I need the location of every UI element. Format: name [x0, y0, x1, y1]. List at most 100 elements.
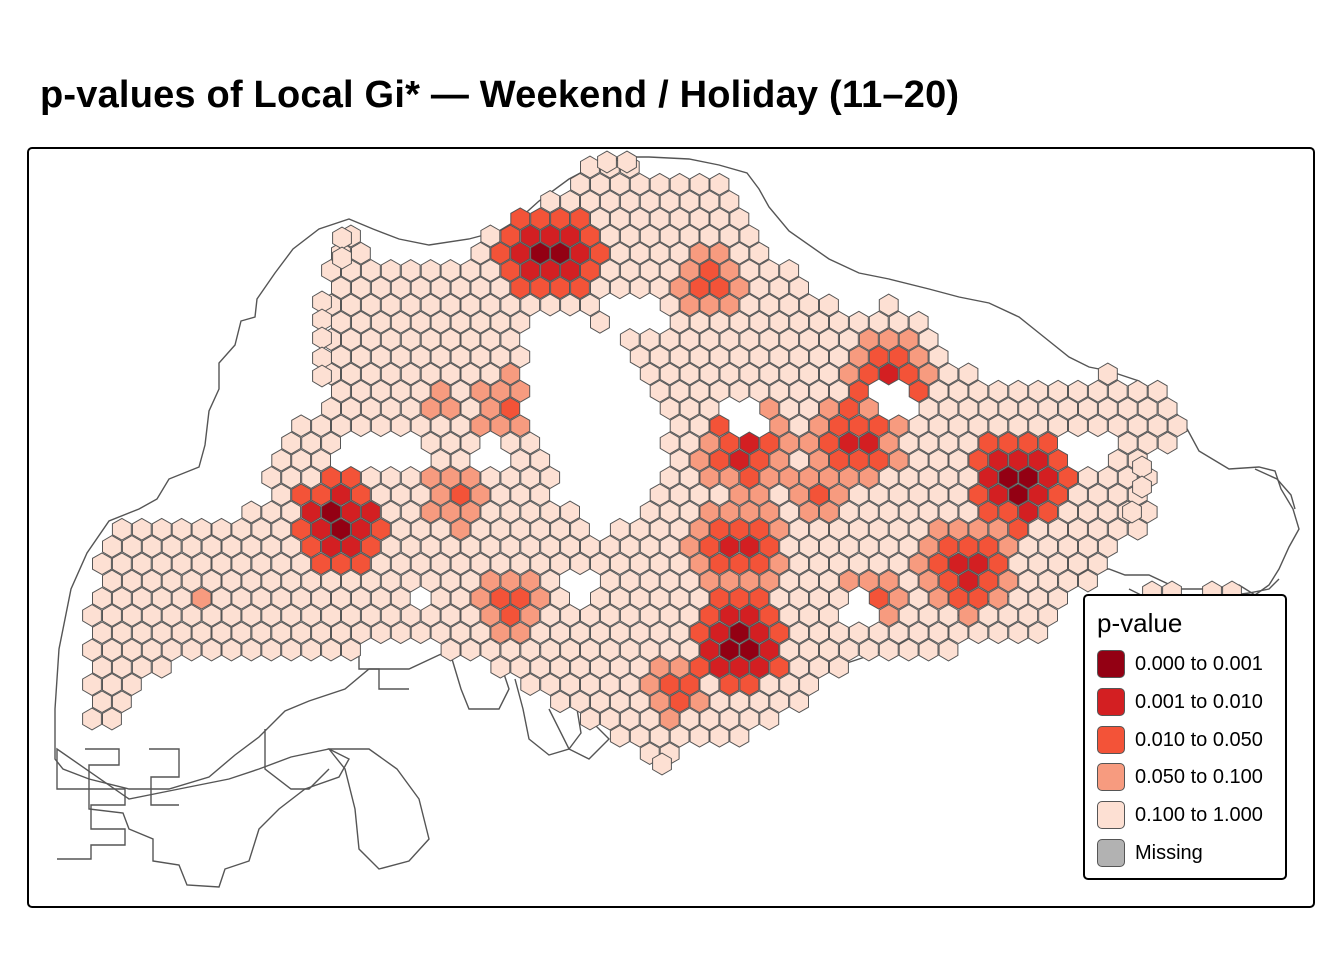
hex-cell: [331, 414, 351, 438]
hex-cell: [301, 638, 321, 662]
hex-cell: [291, 552, 312, 576]
pier-outline-4: [514, 678, 582, 756]
hex-cell: [1008, 483, 1029, 507]
hex-cell: [729, 517, 750, 541]
hex-cell: [560, 673, 580, 696]
hex-cell: [440, 535, 461, 558]
hex-cell: [819, 328, 839, 351]
hex-cell: [490, 276, 511, 300]
hex-cell: [1038, 569, 1058, 593]
hex-cell: [450, 621, 471, 645]
hex-cell: [540, 673, 561, 696]
hex-cell: [1008, 517, 1029, 541]
hex-cell: [92, 621, 112, 645]
hex-cell: [380, 569, 401, 593]
hex-cell: [500, 328, 521, 351]
hex-cell: [121, 604, 142, 627]
hex-cell: [500, 293, 521, 317]
hex-cell: [470, 586, 491, 610]
hex-cell: [998, 431, 1019, 455]
hex-cell: [759, 604, 780, 627]
hex-cell: [689, 276, 710, 300]
hex-cell: [938, 362, 959, 386]
hex-cell: [789, 448, 809, 472]
hex-cell: [839, 431, 859, 455]
hex-cell: [540, 259, 561, 282]
hex-cell: [241, 604, 262, 627]
hex-cell: [271, 621, 292, 645]
hex-cell: [769, 276, 790, 300]
hex-cell: [858, 569, 879, 593]
hex-cell: [749, 310, 770, 334]
hex-cell: [470, 345, 491, 369]
hex-cell: [759, 293, 780, 317]
hex-cell: [928, 414, 949, 438]
hex-cell: [380, 397, 401, 420]
hex-cell: [580, 673, 600, 696]
hex-cell: [281, 535, 302, 558]
legend-item-p-0-100: 0.050 to 0.100: [1097, 761, 1287, 793]
hex-cell: [111, 621, 132, 645]
hex-cell: [141, 604, 162, 627]
hex-cell: [1018, 397, 1039, 420]
hex-cell: [1107, 414, 1128, 438]
hex-cell: [609, 690, 630, 714]
hex-cell: [351, 621, 371, 645]
hex-cell: [360, 535, 381, 558]
hex-cell: [311, 552, 331, 576]
hex-cell: [1137, 397, 1158, 420]
hex-cell: [629, 517, 650, 541]
hex-cell: [988, 586, 1009, 610]
hex-cell: [580, 155, 600, 179]
hex-cell: [480, 638, 501, 662]
hex-cell: [649, 241, 670, 265]
hex-cell: [1132, 475, 1152, 499]
hex-cell: [540, 604, 561, 627]
hex-cell: [430, 414, 451, 438]
hex-cell: [978, 500, 999, 524]
hex-cell: [968, 621, 989, 645]
hex-cell: [639, 673, 660, 696]
hex-cell: [649, 517, 670, 541]
hex-cell: [629, 207, 650, 231]
hex-cell: [739, 431, 760, 455]
hex-cell: [1028, 621, 1049, 645]
hex-cell: [161, 638, 182, 662]
hex-cell: [390, 586, 411, 610]
hex-cell: [629, 552, 650, 576]
hex-cell: [301, 500, 321, 524]
hex-cell: [709, 379, 730, 403]
hex-cell: [590, 276, 610, 300]
hex-cell: [978, 604, 999, 627]
hex-cell: [649, 552, 670, 576]
hex-cell: [102, 535, 122, 558]
hex-cell: [400, 362, 421, 386]
hex-cell: [968, 483, 989, 507]
hex-cell: [988, 552, 1009, 576]
hex-cell: [92, 690, 112, 714]
hex-cell: [878, 431, 899, 455]
hex-cell: [380, 328, 401, 351]
hex-cell: [739, 259, 760, 282]
hex-cell: [829, 310, 849, 334]
hex-cell: [799, 638, 819, 662]
hex-cell: [111, 586, 132, 610]
legend-label: Missing: [1135, 842, 1203, 864]
hex-cell: [510, 621, 531, 645]
hex-cell: [709, 552, 730, 576]
hex-cell: [390, 483, 411, 507]
hex-cell: [679, 500, 700, 524]
hex-cell: [729, 621, 750, 645]
hex-cell: [799, 431, 819, 455]
hex-cell: [659, 673, 680, 696]
hex-cell: [510, 379, 531, 403]
hex-cell: [550, 586, 570, 610]
hex-cell: [669, 552, 690, 576]
hex-cell: [1087, 379, 1108, 403]
hex-cell: [370, 552, 391, 576]
hex-cell: [1028, 586, 1049, 610]
hex-cell: [480, 466, 501, 489]
hex-cell: [789, 517, 809, 541]
hex-cell: [749, 276, 770, 300]
hex-cell: [669, 379, 690, 403]
